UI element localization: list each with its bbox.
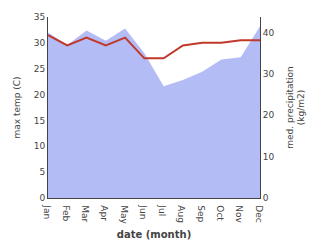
svg-text:Jan: Jan <box>42 204 52 219</box>
svg-text:Jun: Jun <box>138 204 148 219</box>
svg-text:30: 30 <box>34 38 46 48</box>
svg-text:25: 25 <box>34 64 45 74</box>
svg-text:10: 10 <box>263 152 275 162</box>
svg-text:35: 35 <box>34 12 45 22</box>
svg-text:Oct: Oct <box>215 205 225 221</box>
svg-text:Nov: Nov <box>234 205 244 223</box>
svg-text:20: 20 <box>263 110 275 120</box>
svg-text:Sep: Sep <box>196 205 206 222</box>
svg-text:Jul: Jul <box>157 204 167 216</box>
svg-text:Aug: Aug <box>176 205 186 223</box>
svg-text:date (month): date (month) <box>117 229 191 240</box>
svg-text:10: 10 <box>34 141 46 151</box>
svg-text:40: 40 <box>263 28 275 38</box>
svg-text:15: 15 <box>34 116 45 126</box>
svg-text:30: 30 <box>263 69 275 79</box>
svg-text:Feb: Feb <box>61 205 71 221</box>
svg-text:med. precipitation(kg/m2): med. precipitation(kg/m2) <box>285 66 307 148</box>
svg-text:20: 20 <box>34 90 46 100</box>
svg-text:May: May <box>119 205 129 224</box>
svg-text:Mar: Mar <box>80 205 90 222</box>
svg-text:Apr: Apr <box>99 205 109 221</box>
svg-text:5: 5 <box>39 167 45 177</box>
svg-text:0: 0 <box>39 193 45 203</box>
svg-text:max temp (C): max temp (C) <box>12 76 22 138</box>
svg-text:0: 0 <box>263 193 269 203</box>
svg-text:Dec: Dec <box>254 205 264 222</box>
